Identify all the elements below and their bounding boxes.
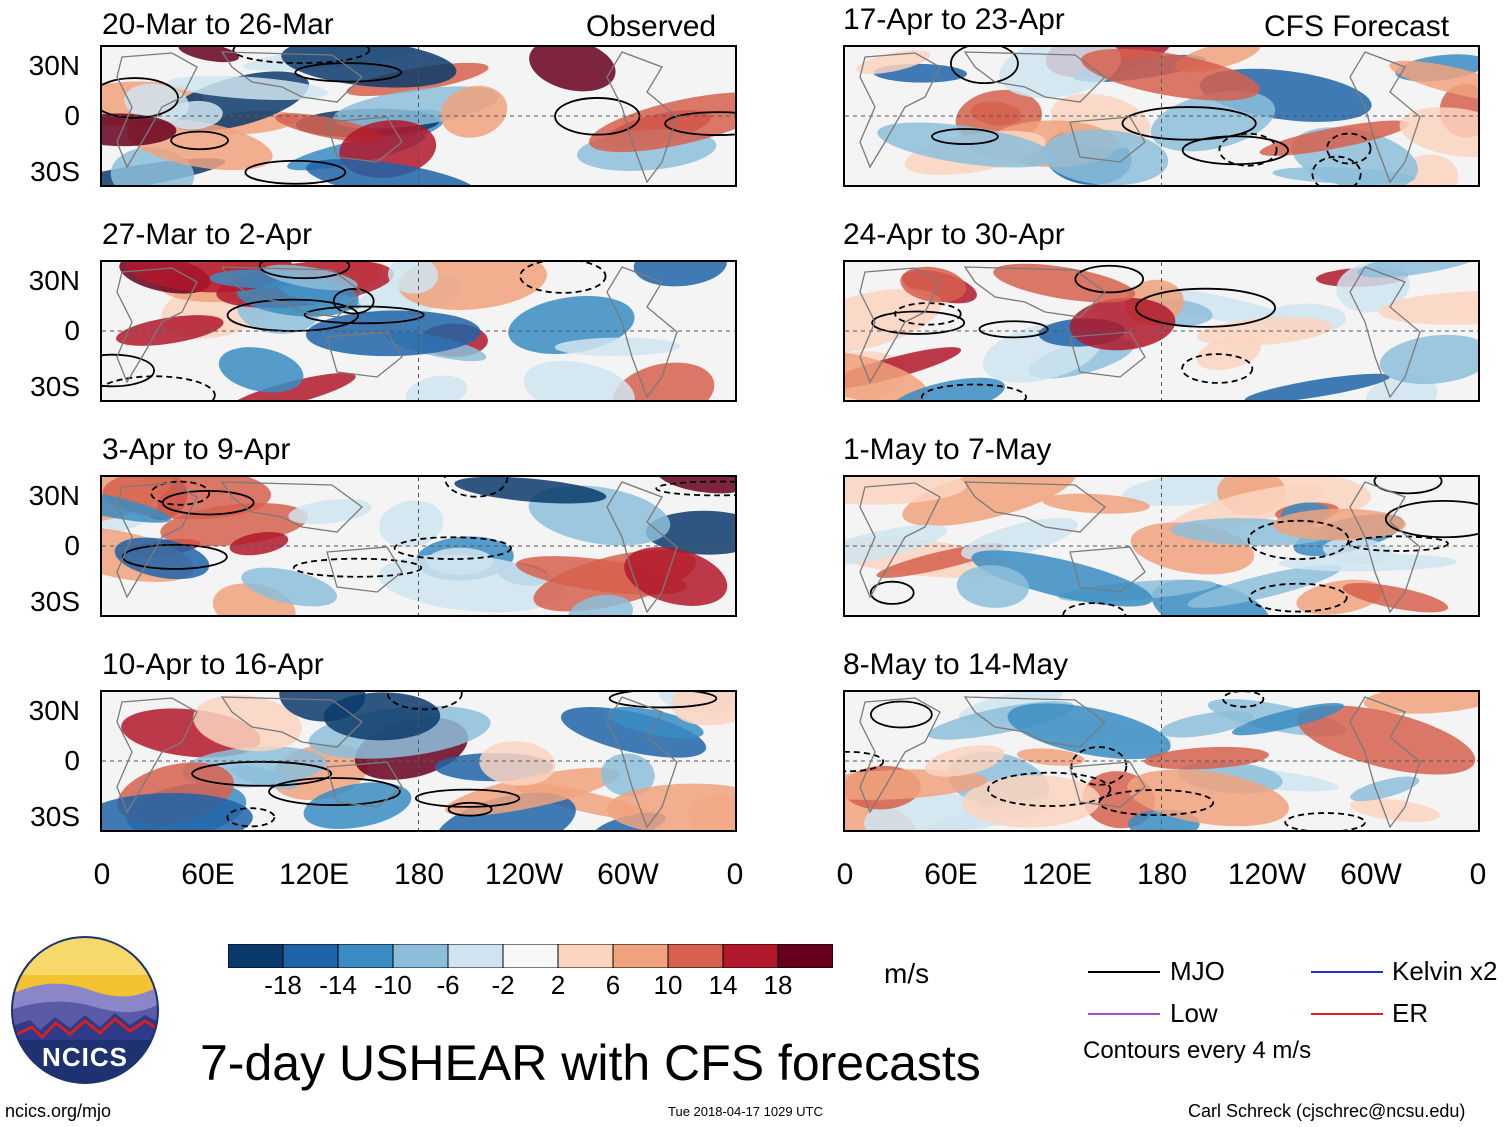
panel-title: 24-Apr to 30-Apr: [843, 218, 1065, 251]
map-panel-6: [843, 260, 1480, 402]
colorbar-tick-label: -6: [436, 970, 460, 1000]
lat-tick-0: 0: [64, 745, 80, 776]
map-panel-4: [100, 690, 737, 832]
lat-tick-0: 0: [64, 315, 80, 346]
lon-tick: 60W: [597, 858, 659, 891]
colorbar-swatch: [282, 943, 339, 969]
lon-tick: 120E: [278, 858, 350, 891]
lat-tick-30s: 30S: [30, 156, 80, 187]
units-label: m/s: [884, 958, 930, 989]
legend-line-er: [1311, 1013, 1383, 1015]
lon-tick: 180: [393, 858, 445, 891]
lat-tick-30n: 30N: [28, 265, 80, 296]
map-panel-8: [843, 690, 1480, 832]
lon-tick: 60E: [924, 858, 978, 891]
colorbar-swatch: [502, 943, 559, 969]
lat-tick-30s: 30S: [30, 801, 80, 832]
lon-tick: 120W: [484, 858, 564, 891]
colorbar-tick-label: -18: [264, 970, 302, 1000]
colorbar-swatch: [667, 943, 724, 969]
logo-text: NCICS: [42, 1042, 128, 1072]
lat-tick-30n: 30N: [28, 695, 80, 726]
colorbar-swatch: [392, 943, 449, 969]
lon-tick: 0: [1469, 858, 1487, 891]
contour-note: Contours every 4 m/s: [1083, 1037, 1312, 1064]
map-panel-3: [100, 475, 737, 617]
colorbar-swatch: [777, 943, 834, 969]
lat-tick-30n: 30N: [28, 480, 80, 511]
lon-tick: 180: [1136, 858, 1188, 891]
observed-label: Observed: [586, 10, 717, 43]
legend-label-mjo: MJO: [1170, 956, 1225, 986]
legend-label-low: Low: [1170, 998, 1218, 1028]
panel-title: 27-Mar to 2-Apr: [102, 218, 313, 251]
panel-title: 1-May to 7-May: [843, 433, 1052, 466]
panel-title: 17-Apr to 23-Apr: [843, 3, 1065, 36]
colorbar-swatch: [557, 943, 614, 969]
colorbar: [227, 943, 834, 969]
legend-label-er: ER: [1392, 998, 1429, 1028]
lon-tick: 120E: [1021, 858, 1093, 891]
colorbar-swatch: [337, 943, 394, 969]
map-panel-5: [843, 45, 1480, 187]
lat-tick-30s: 30S: [30, 586, 80, 617]
colorbar-tick-label: -10: [374, 970, 412, 1000]
ncics-logo: NCICS: [10, 935, 160, 1085]
map-panel-1: [100, 45, 737, 187]
legend-line-mjo: [1088, 971, 1160, 973]
lat-tick-30n: 30N: [28, 50, 80, 81]
panel-title: 3-Apr to 9-Apr: [102, 433, 291, 466]
lon-tick: 0: [726, 858, 744, 891]
lon-tick: 0: [836, 858, 854, 891]
legend-label-kelvin: Kelvin x2: [1392, 956, 1498, 986]
main-title: 7-day USHEAR with CFS forecasts: [200, 1035, 981, 1091]
colorbar-swatch: [227, 943, 284, 969]
panel-title: 10-Apr to 16-Apr: [102, 648, 324, 681]
lat-tick-30s: 30S: [30, 371, 80, 402]
website-link[interactable]: ncics.org/mjo: [5, 1101, 112, 1121]
panel-title: 20-Mar to 26-Mar: [102, 8, 334, 41]
colorbar-swatch: [447, 943, 504, 969]
colorbar-tick-label: -2: [491, 970, 515, 1000]
map-panel-2: [100, 260, 737, 402]
colorbar-tick-label: 6: [605, 970, 621, 1000]
map-panel-7: [843, 475, 1480, 617]
legend-line-low: [1088, 1013, 1160, 1015]
forecast-label: CFS Forecast: [1264, 10, 1450, 43]
lat-tick-0: 0: [64, 530, 80, 561]
legend-line-kelvin: [1311, 971, 1383, 973]
colorbar-tick-label: 18: [763, 970, 793, 1000]
lon-tick: 60E: [181, 858, 235, 891]
timestamp: Tue 2018-04-17 1029 UTC: [668, 1104, 823, 1119]
colorbar-tick-label: 2: [550, 970, 566, 1000]
colorbar-tick-label: 14: [708, 970, 738, 1000]
colorbar-tick-label: 10: [653, 970, 683, 1000]
lon-tick: 60W: [1340, 858, 1402, 891]
panel-title: 8-May to 14-May: [843, 648, 1069, 681]
author-credit: Carl Schreck (cjschrec@ncsu.edu): [1188, 1101, 1466, 1121]
colorbar-tick-label: -14: [319, 970, 357, 1000]
colorbar-swatch: [612, 943, 669, 969]
lat-tick-0: 0: [64, 100, 80, 131]
lon-tick: 0: [93, 858, 111, 891]
colorbar-swatch: [722, 943, 779, 969]
lon-tick: 120W: [1227, 858, 1307, 891]
